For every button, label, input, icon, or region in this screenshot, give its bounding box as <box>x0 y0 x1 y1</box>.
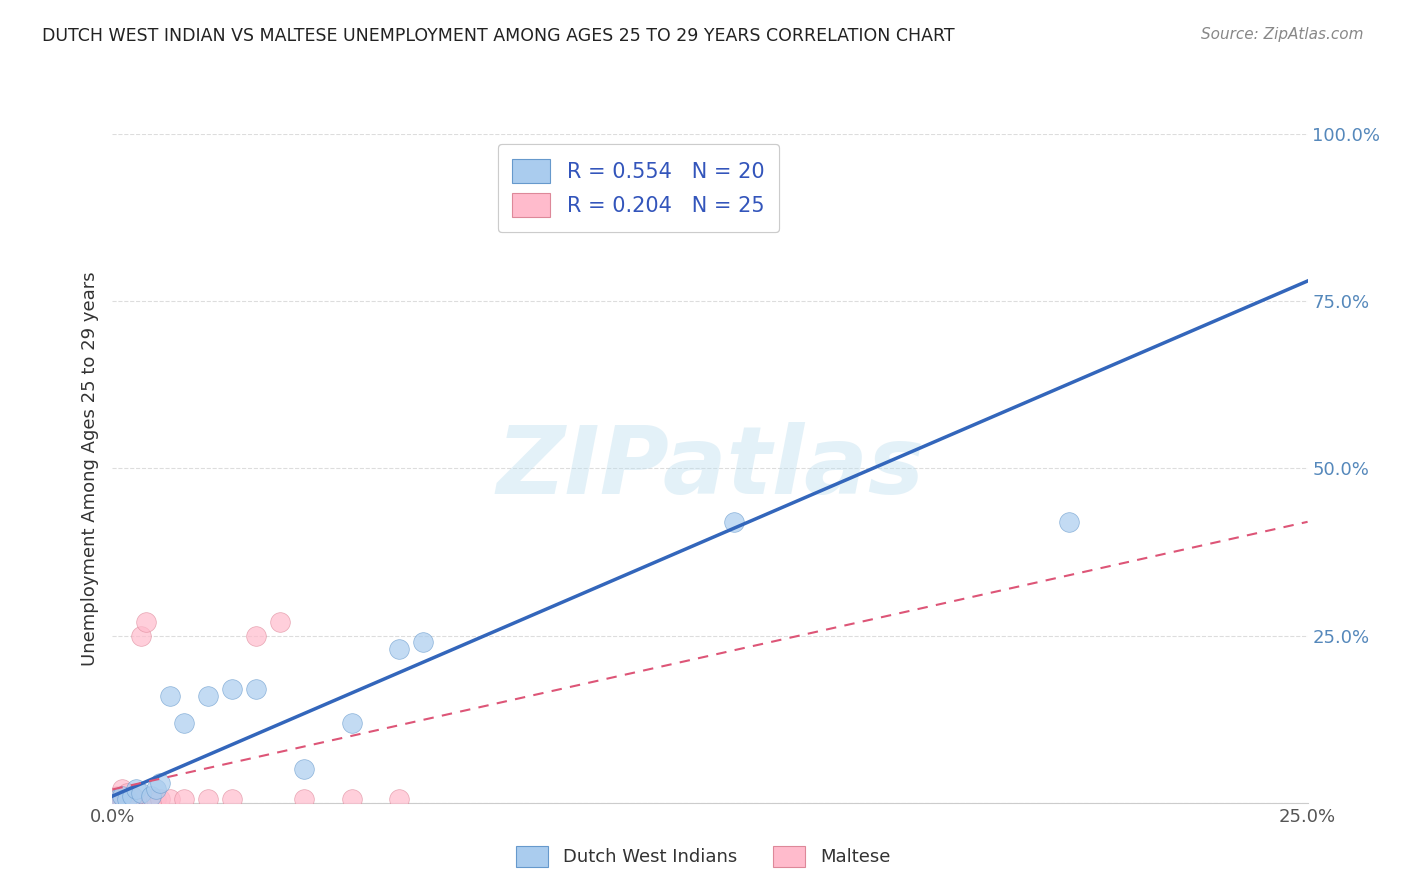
Point <box>115 792 138 806</box>
Point <box>111 789 134 803</box>
Point <box>125 792 148 806</box>
Point <box>149 775 172 790</box>
Point <box>340 715 363 730</box>
Point <box>105 792 128 806</box>
Point <box>159 689 181 703</box>
Point <box>121 789 143 803</box>
Point <box>145 782 167 797</box>
Point <box>269 615 291 630</box>
Point <box>115 792 138 806</box>
Point <box>388 792 411 806</box>
Point <box>388 642 411 657</box>
Point <box>221 792 243 806</box>
Point <box>111 782 134 797</box>
Point <box>105 792 128 806</box>
Point <box>723 515 745 529</box>
Point <box>135 615 157 630</box>
Point <box>145 792 167 806</box>
Legend: Dutch West Indians, Maltese: Dutch West Indians, Maltese <box>509 838 897 874</box>
Point <box>115 786 138 800</box>
Point <box>129 628 152 642</box>
Point <box>139 789 162 803</box>
Point <box>129 786 152 800</box>
Point <box>197 689 219 703</box>
Point <box>105 789 128 803</box>
Legend: R = 0.554   N = 20, R = 0.204   N = 25: R = 0.554 N = 20, R = 0.204 N = 25 <box>498 145 779 232</box>
Point <box>159 792 181 806</box>
Point <box>221 681 243 696</box>
Point <box>125 782 148 797</box>
Point <box>340 792 363 806</box>
Point <box>292 762 315 776</box>
Point <box>121 792 143 806</box>
Point <box>149 792 172 806</box>
Point <box>111 789 134 803</box>
Point <box>173 715 195 730</box>
Point <box>292 792 315 806</box>
Point <box>245 681 267 696</box>
Text: ZIPatlas: ZIPatlas <box>496 422 924 515</box>
Y-axis label: Unemployment Among Ages 25 to 29 years: Unemployment Among Ages 25 to 29 years <box>80 271 98 665</box>
Point <box>173 792 195 806</box>
Text: Source: ZipAtlas.com: Source: ZipAtlas.com <box>1201 27 1364 42</box>
Point <box>139 792 162 806</box>
Point <box>1057 515 1080 529</box>
Point <box>111 792 134 806</box>
Point <box>121 789 143 803</box>
Point <box>197 792 219 806</box>
Text: DUTCH WEST INDIAN VS MALTESE UNEMPLOYMENT AMONG AGES 25 TO 29 YEARS CORRELATION : DUTCH WEST INDIAN VS MALTESE UNEMPLOYMEN… <box>42 27 955 45</box>
Point <box>245 628 267 642</box>
Point <box>101 792 124 806</box>
Point <box>412 635 434 649</box>
